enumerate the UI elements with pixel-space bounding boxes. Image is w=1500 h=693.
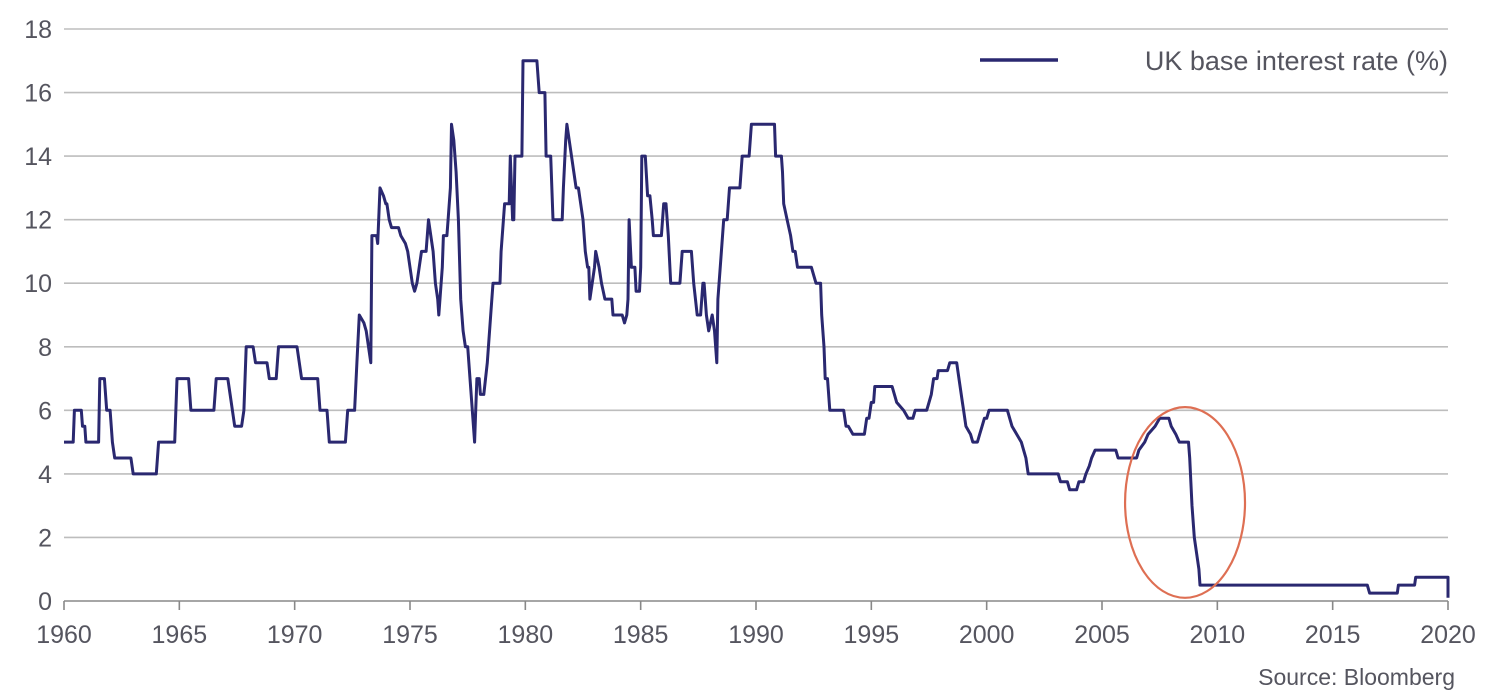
x-tick-label: 1985 xyxy=(613,621,669,649)
x-tick-label: 2020 xyxy=(1420,621,1476,649)
source-label: Source: Bloomberg xyxy=(1258,664,1455,690)
y-tick-label: 6 xyxy=(38,397,52,425)
x-tick-label: 1960 xyxy=(36,621,92,649)
x-tick-label: 1995 xyxy=(844,621,900,649)
y-tick-label: 8 xyxy=(38,334,52,362)
y-tick-label: 12 xyxy=(24,207,52,235)
y-axis-tick-labels: 0 2 4 6 8 10 12 14 16 18 xyxy=(24,16,52,616)
x-tick-label: 1965 xyxy=(152,621,208,649)
y-tick-label: 4 xyxy=(38,461,52,489)
y-tick-label: 0 xyxy=(38,588,52,616)
y-tick-label: 16 xyxy=(24,80,52,108)
series-line-0 xyxy=(64,59,1450,598)
legend-label: UK base interest rate (%) xyxy=(1145,46,1448,76)
series-lines xyxy=(64,59,1450,598)
x-tick-label: 1980 xyxy=(498,621,554,649)
x-tick-label: 2005 xyxy=(1074,621,1130,649)
y-tick-label: 10 xyxy=(24,270,52,298)
x-tick-label: 2010 xyxy=(1190,621,1246,649)
x-tick-label: 2000 xyxy=(959,621,1015,649)
x-tick-label: 1975 xyxy=(382,621,438,649)
y-tick-label: 2 xyxy=(38,524,52,552)
y-tick-label: 14 xyxy=(24,143,52,171)
annotations xyxy=(1123,406,1247,599)
x-tick-label: 1990 xyxy=(728,621,784,649)
highlight-ellipse xyxy=(1123,406,1247,599)
y-tick-label: 18 xyxy=(24,16,52,44)
legend: UK base interest rate (%) xyxy=(980,46,1448,76)
x-tick-label: 2015 xyxy=(1305,621,1361,649)
x-tick-label: 1970 xyxy=(267,621,323,649)
x-axis-ticks: 1960 1965 1970 1975 1980 1985 1990 1995 2000 2005… xyxy=(36,601,1476,649)
